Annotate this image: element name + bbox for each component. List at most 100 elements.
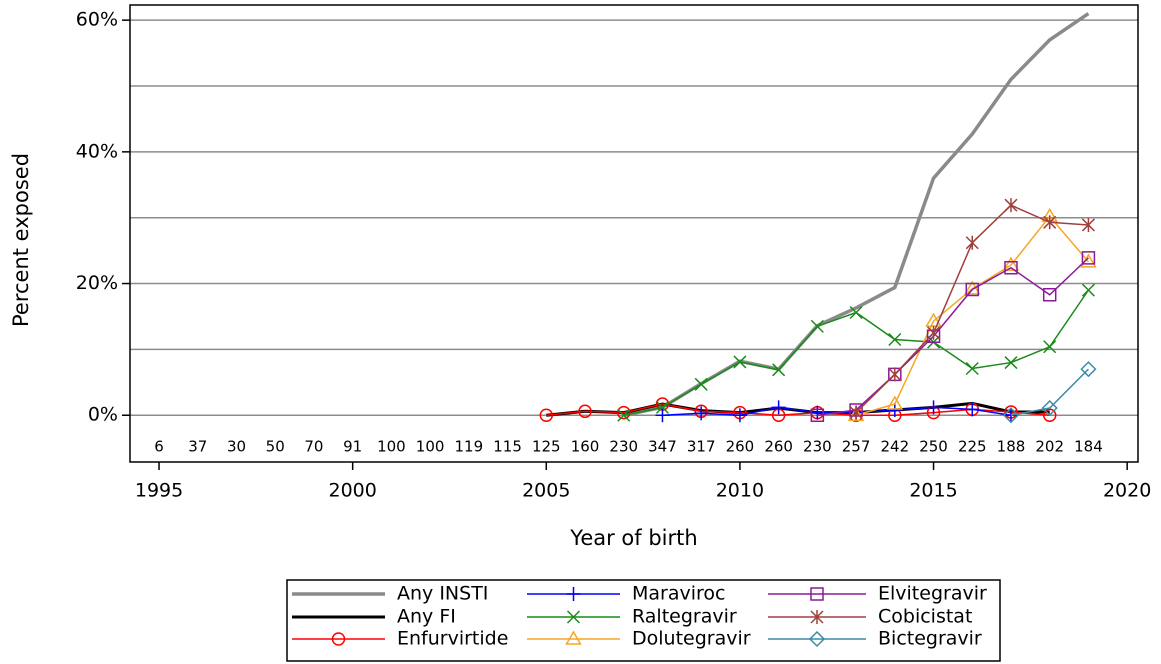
marker [849, 305, 863, 320]
marker [733, 405, 747, 420]
legend-label: Elvitegravir [878, 583, 987, 605]
series-line [1010, 368, 1089, 416]
marker [1043, 340, 1057, 354]
marker [694, 377, 708, 391]
count-label: 125 [532, 438, 561, 456]
y-tick-label: 40% [76, 140, 118, 162]
count-label: 230 [803, 438, 832, 456]
series-line [817, 257, 1089, 416]
legend-label: Cobicistat [878, 606, 972, 628]
marker [965, 235, 979, 250]
marker [965, 402, 980, 417]
marker [810, 405, 825, 420]
count-label: 91 [343, 438, 362, 456]
legend-label: Maraviroc [632, 583, 725, 605]
marker [694, 406, 709, 421]
marker [927, 325, 941, 340]
marker [810, 319, 824, 333]
count-label: 317 [687, 438, 716, 456]
marker [1004, 405, 1018, 419]
x-tick-label: 1995 [135, 480, 183, 502]
marker [772, 363, 786, 377]
marker [965, 361, 979, 376]
marker [1041, 399, 1058, 417]
count-label: 6 [154, 438, 164, 456]
marker [539, 408, 554, 422]
count-label: 30 [227, 438, 246, 456]
x-tick-label: 2010 [716, 480, 764, 502]
legend-marker [331, 632, 346, 646]
marker [1081, 251, 1096, 265]
marker [694, 404, 708, 419]
legend-marker [566, 587, 581, 601]
count-label: 37 [188, 438, 207, 456]
marker [847, 406, 865, 421]
legend-marker [810, 610, 824, 624]
marker [887, 402, 902, 417]
marker [965, 282, 980, 297]
marker [1081, 283, 1095, 297]
marker [732, 408, 747, 423]
count-label: 70 [304, 438, 323, 456]
marker [617, 408, 631, 422]
series-line [623, 12, 1090, 417]
legend-marker [808, 630, 826, 648]
count-label: 242 [880, 438, 909, 456]
count-label: 250 [919, 438, 948, 456]
count-label: 50 [266, 438, 285, 456]
count-label: 230 [609, 438, 638, 456]
legend-marker [566, 610, 581, 624]
y-tick-label: 60% [76, 9, 118, 31]
count-label: 100 [416, 438, 445, 456]
x-tick-label: 2005 [522, 480, 570, 502]
marker [1002, 407, 1020, 424]
count-label: 202 [1035, 438, 1064, 456]
marker [888, 332, 902, 347]
marker [771, 400, 786, 415]
marker [849, 403, 863, 417]
marker [771, 408, 786, 422]
legend-marker [810, 587, 824, 601]
count-label: 188 [997, 438, 1026, 456]
plot-frame [129, 4, 1139, 463]
marker [849, 405, 863, 420]
marker [1042, 408, 1057, 422]
marker [1002, 256, 1020, 271]
x-axis-label: Year of birth [569, 526, 697, 550]
x-tick-label: 2000 [328, 480, 376, 502]
marker [733, 355, 747, 369]
legend-label: Raltegravir [632, 606, 737, 628]
legend-label: Enfurvirtide [397, 628, 508, 650]
marker [1004, 260, 1018, 275]
marker [810, 408, 825, 422]
y-tick-label: 0% [88, 404, 118, 426]
x-tick-label: 2015 [909, 480, 957, 502]
count-label: 160 [571, 438, 600, 456]
legend-label: Dolutegravir [632, 628, 751, 650]
count-label: 225 [958, 438, 987, 456]
x-tick-label: 2020 [1103, 480, 1151, 502]
marker [888, 367, 902, 382]
legend-marker [565, 630, 582, 645]
marker [1043, 215, 1057, 230]
marker [1004, 356, 1018, 370]
count-label: 184 [1074, 438, 1103, 456]
marker [926, 400, 941, 415]
marker [655, 408, 670, 423]
y-axis-label: Percent exposed [9, 153, 33, 327]
marker [655, 400, 669, 414]
count-label: 260 [764, 438, 793, 456]
legend-label: Any INSTI [397, 583, 488, 605]
y-tick-label: 20% [76, 272, 118, 294]
marker [578, 404, 592, 419]
count-label: 260 [726, 438, 755, 456]
count-label: 347 [648, 438, 677, 456]
marker [1004, 198, 1018, 213]
count-label: 119 [455, 438, 484, 456]
count-label: 100 [377, 438, 406, 456]
legend-label: Any FI [397, 606, 456, 628]
legend-box [286, 579, 1001, 662]
marker [886, 395, 904, 410]
